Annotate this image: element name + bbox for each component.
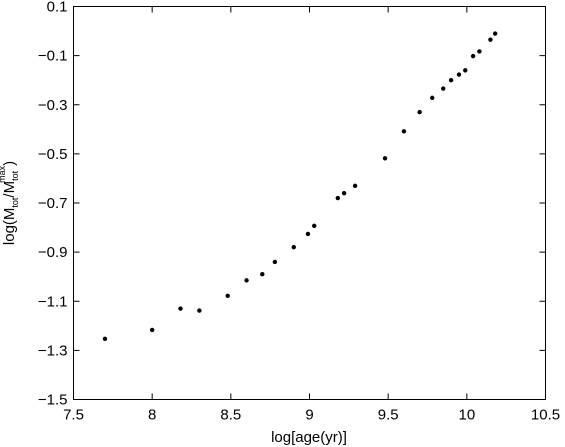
y-tick-label: −1.1 <box>38 293 68 310</box>
x-tick-label: 9.5 <box>378 407 399 424</box>
plot-frame <box>73 6 546 400</box>
x-axis: 7.5 8 8.5 9 9.5 10 10.5 <box>63 6 560 424</box>
data-point <box>382 156 388 161</box>
y-tick-label: −1.5 <box>38 392 68 409</box>
y-tick-label: −0.5 <box>38 146 68 163</box>
data-points <box>102 31 498 342</box>
y-tick-label: −0.9 <box>38 244 68 261</box>
y-tick-label: −0.3 <box>38 97 68 114</box>
data-point <box>197 308 202 313</box>
y-axis-label: log(Mtot/Mtotmax) <box>0 161 20 245</box>
data-point <box>312 223 317 229</box>
x-tick-label: 7.5 <box>63 407 84 424</box>
data-point <box>488 37 493 42</box>
y-tick-label: −1.3 <box>38 342 68 359</box>
y-tick-label: 0.1 <box>47 0 68 16</box>
data-point <box>341 190 347 196</box>
data-point <box>441 86 446 91</box>
x-tick-label: 8.5 <box>220 407 241 424</box>
data-point <box>260 272 265 277</box>
data-point <box>477 49 482 54</box>
data-point <box>430 95 435 101</box>
x-axis-label: log[age(yr)] <box>271 429 347 446</box>
data-point <box>456 72 462 77</box>
data-point <box>401 129 407 134</box>
x-tick-label: 10 <box>458 407 475 424</box>
data-point <box>305 231 311 237</box>
x-tick-label: 10.5 <box>531 407 560 424</box>
data-point <box>149 327 155 333</box>
data-point <box>244 278 249 283</box>
data-point <box>463 68 468 73</box>
data-point <box>272 259 278 265</box>
data-point <box>470 53 476 59</box>
data-point <box>178 306 183 311</box>
data-point <box>102 336 108 342</box>
data-point <box>291 245 296 250</box>
data-point <box>417 109 422 115</box>
y-tick-label: −0.1 <box>38 48 68 65</box>
data-point <box>448 77 454 83</box>
x-tick-label: 9 <box>305 407 313 424</box>
data-point <box>352 183 358 189</box>
data-point <box>492 31 498 36</box>
data-point <box>225 293 230 299</box>
y-axis: 0.1 −0.1 −0.3 −0.5 −0.7 −0.9 −1.1 −1.3 −1.5 <box>38 0 546 409</box>
y-tick-label: −0.7 <box>38 195 68 212</box>
data-point <box>335 195 341 201</box>
x-tick-label: 8 <box>148 407 156 424</box>
